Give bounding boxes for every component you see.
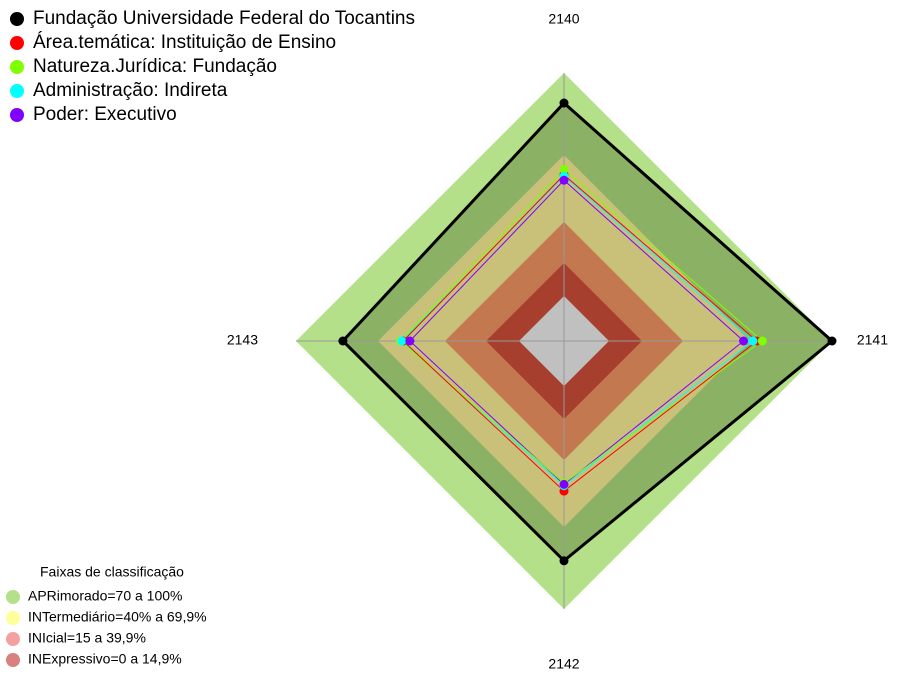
band-legend-marker bbox=[6, 653, 20, 667]
series-marker bbox=[739, 336, 749, 346]
legend-label: Área.temática: Instituição de Ensino bbox=[33, 32, 336, 53]
band-legend-label: INIcial=15 a 39,9% bbox=[28, 630, 146, 646]
legend-label: Poder: Executivo bbox=[33, 104, 177, 125]
series-marker bbox=[748, 336, 758, 346]
axis-label: 2143 bbox=[227, 332, 258, 348]
band-legend-label: INTermediário=40% a 69,9% bbox=[28, 609, 207, 625]
legend-marker bbox=[10, 36, 24, 50]
series-marker bbox=[559, 175, 569, 185]
series-marker bbox=[559, 479, 569, 489]
series-marker bbox=[338, 336, 348, 346]
legend-marker bbox=[10, 108, 24, 122]
series-marker bbox=[757, 336, 767, 346]
band-legend-label: INExpressivo=0 a 14,9% bbox=[28, 651, 182, 667]
series-marker bbox=[559, 164, 569, 174]
legend-label: Natureza.Jurídica: Fundação bbox=[33, 56, 277, 77]
band-legend-marker bbox=[6, 632, 20, 646]
legend-marker bbox=[10, 12, 24, 26]
axis-label: 2142 bbox=[548, 656, 579, 672]
band-legend-label: APRimorado=70 a 100% bbox=[28, 588, 183, 604]
band-legend-marker bbox=[6, 611, 20, 625]
legend-label: Administração: Indireta bbox=[33, 80, 228, 101]
axis-label: 2140 bbox=[548, 11, 579, 27]
series-marker bbox=[397, 336, 407, 346]
legend-marker bbox=[10, 60, 24, 74]
series-marker bbox=[405, 336, 415, 346]
axis-label: 2141 bbox=[857, 332, 888, 348]
series-marker bbox=[559, 98, 569, 108]
legend-marker bbox=[10, 84, 24, 98]
series-marker bbox=[559, 556, 569, 566]
series-marker bbox=[827, 336, 837, 346]
legend-label: Fundação Universidade Federal do Tocanti… bbox=[33, 8, 415, 29]
band-legend-marker bbox=[6, 590, 20, 604]
band-legend-title: Faixas de classificação bbox=[40, 564, 184, 580]
